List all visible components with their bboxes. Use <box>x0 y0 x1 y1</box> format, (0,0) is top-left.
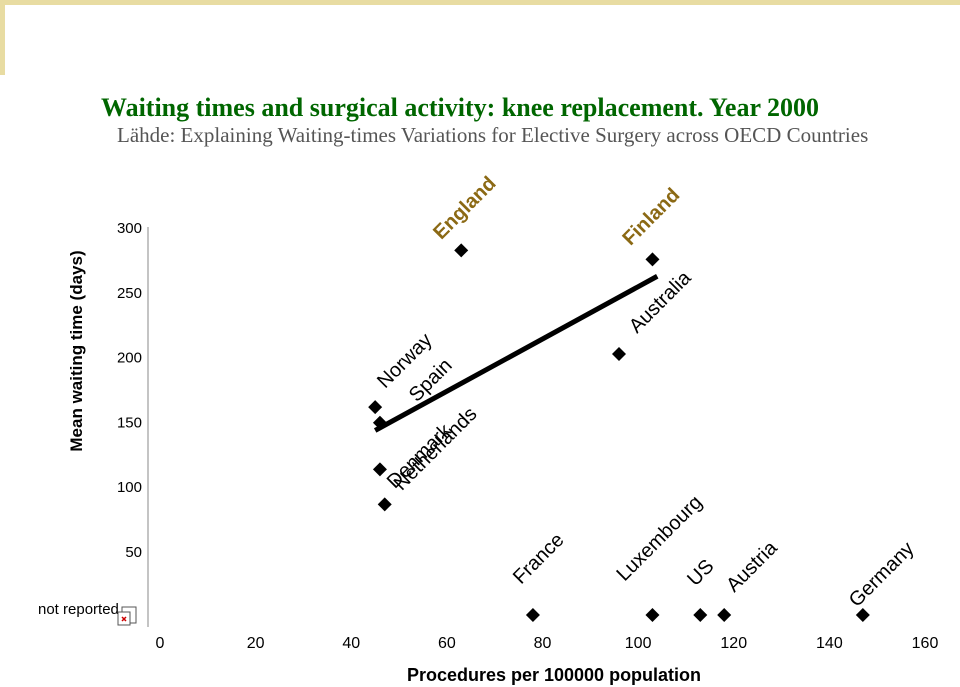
data-point <box>368 400 383 415</box>
y-tick-label: 150 <box>117 414 142 431</box>
chart-source: Lähde: Explaining Waiting-times Variatio… <box>117 123 869 147</box>
point-label: Austria <box>722 536 782 596</box>
data-point <box>377 497 392 512</box>
trend-line <box>373 274 659 433</box>
point-label: Australia <box>625 266 696 337</box>
point-label: France <box>509 529 569 589</box>
x-tick-label: 120 <box>720 635 747 652</box>
x-tick-label: 20 <box>247 635 265 652</box>
y-tick-label: 50 <box>125 544 142 561</box>
y-tick-label: 300 <box>117 220 142 237</box>
x-tick-label: 60 <box>438 635 456 652</box>
x-tick-label: 80 <box>534 635 552 652</box>
data-point <box>855 608 870 622</box>
point-label: England <box>429 173 500 244</box>
x-tick-label: 140 <box>816 635 843 652</box>
x-tick-label: 40 <box>342 635 360 652</box>
y-tick-label: 200 <box>117 350 142 367</box>
slide-accent-bar-top <box>0 0 960 5</box>
y-axis-label: Mean waiting time (days) <box>67 250 86 452</box>
y-tick-label: 100 <box>117 479 142 496</box>
x-axis-label: Procedures per 100000 population <box>406 665 702 685</box>
data-point <box>454 243 469 258</box>
data-point <box>612 347 626 362</box>
data-point <box>372 415 387 430</box>
not-reported-label: not reported <box>38 601 119 618</box>
embedded-object-icon <box>117 606 137 626</box>
y-tick-label: 250 <box>117 285 142 302</box>
chart-title: Waiting times and surgical activity: kne… <box>101 93 820 122</box>
x-tick-label: 160 <box>912 635 939 652</box>
point-label: US <box>683 555 718 590</box>
data-point <box>645 608 660 622</box>
data-point <box>372 462 387 477</box>
x-tick-label: 0 <box>156 635 165 652</box>
x-tick-label: 100 <box>625 635 652 652</box>
point-label: Finland <box>618 184 684 250</box>
point-label: Germany <box>845 538 919 612</box>
data-point <box>717 608 732 622</box>
data-point <box>645 252 660 267</box>
slide-accent-bar-left <box>0 0 5 75</box>
data-point <box>693 608 708 622</box>
data-point <box>525 608 540 622</box>
